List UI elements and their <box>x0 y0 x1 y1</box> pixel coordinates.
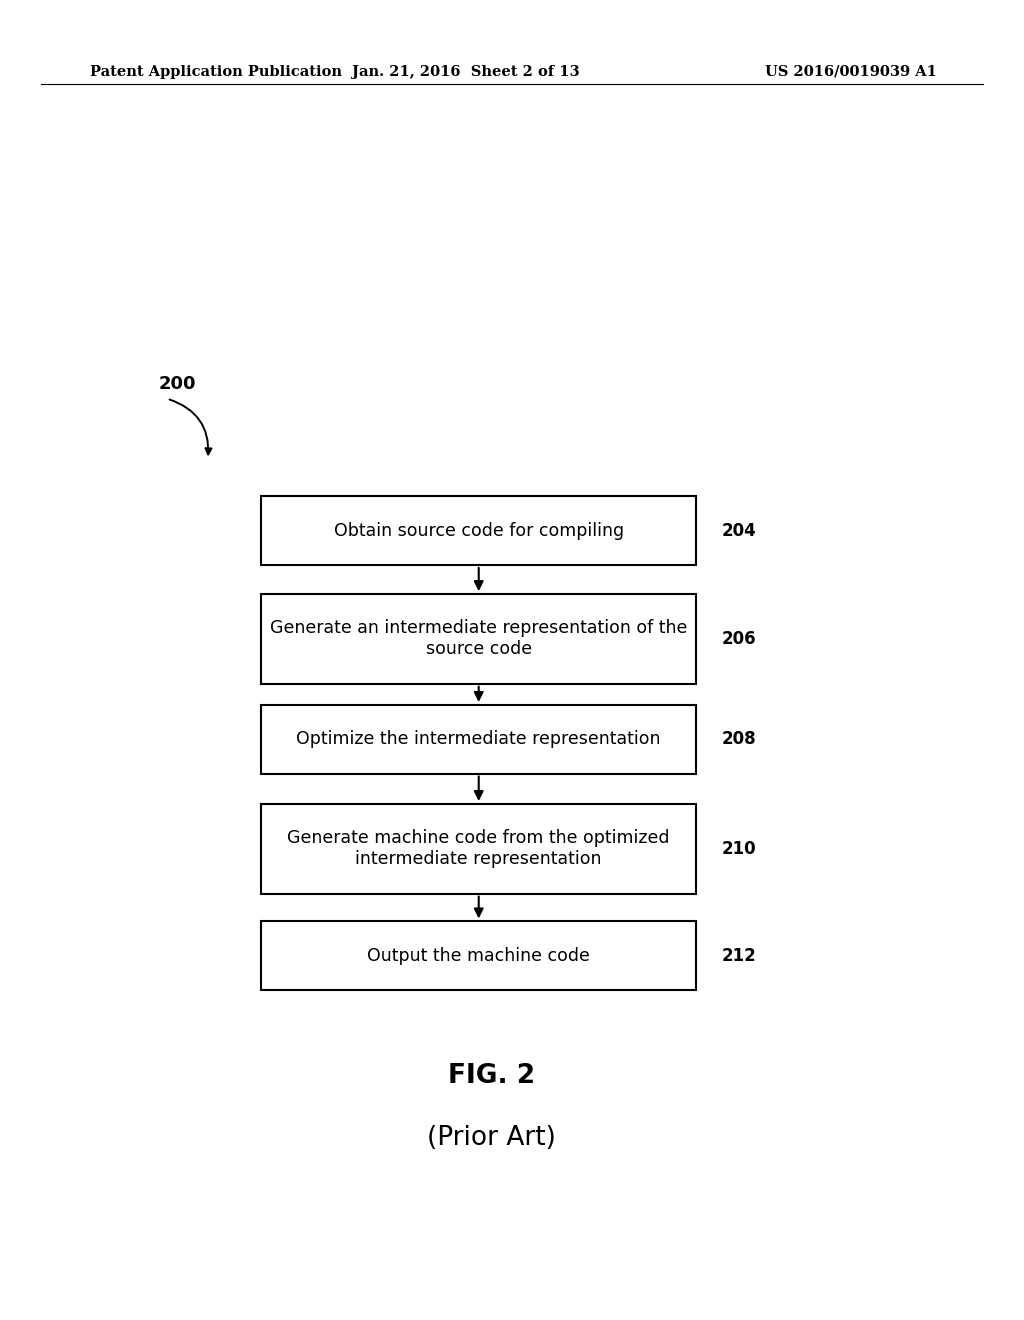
Text: Optimize the intermediate representation: Optimize the intermediate representation <box>297 730 660 748</box>
Text: Generate machine code from the optimized
intermediate representation: Generate machine code from the optimized… <box>288 829 670 869</box>
Text: US 2016/0019039 A1: US 2016/0019039 A1 <box>765 65 937 79</box>
Text: Generate an intermediate representation of the
source code: Generate an intermediate representation … <box>270 619 687 659</box>
Bar <box>261 594 696 684</box>
Bar <box>261 921 696 990</box>
Text: 208: 208 <box>722 730 757 748</box>
Text: 200: 200 <box>159 375 197 393</box>
Text: Output the machine code: Output the machine code <box>368 946 590 965</box>
Text: Jan. 21, 2016  Sheet 2 of 13: Jan. 21, 2016 Sheet 2 of 13 <box>352 65 580 79</box>
Text: (Prior Art): (Prior Art) <box>427 1125 556 1151</box>
Bar <box>261 804 696 894</box>
Text: 204: 204 <box>722 521 757 540</box>
Text: 206: 206 <box>722 630 757 648</box>
Bar <box>261 705 696 774</box>
Text: Patent Application Publication: Patent Application Publication <box>90 65 342 79</box>
Bar <box>261 496 696 565</box>
Text: 210: 210 <box>722 840 757 858</box>
Text: 212: 212 <box>722 946 757 965</box>
Text: FIG. 2: FIG. 2 <box>447 1063 536 1089</box>
Text: Obtain source code for compiling: Obtain source code for compiling <box>334 521 624 540</box>
